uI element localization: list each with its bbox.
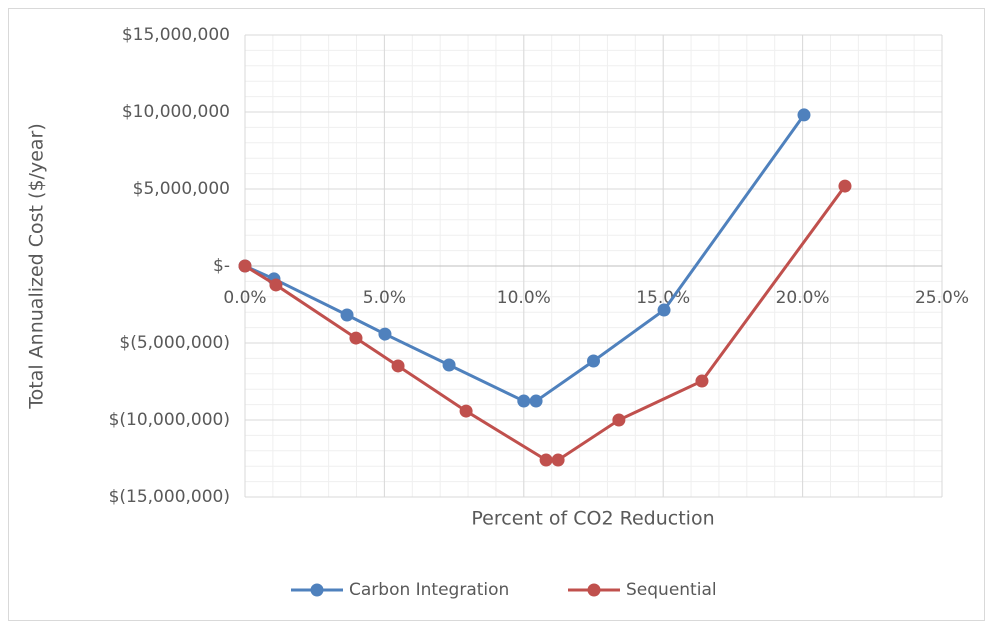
y-tick-label: $5,000,000 (133, 179, 230, 199)
data-point (539, 453, 553, 467)
y-tick-label: $10,000,000 (122, 102, 230, 122)
y-tick-label: $(10,000,000) (109, 410, 230, 430)
data-point (349, 331, 363, 345)
data-point (612, 413, 626, 427)
data-point (657, 303, 671, 317)
y-tick-label: $- (213, 256, 230, 276)
x-tick-label: 25.0% (915, 288, 969, 308)
data-point (517, 394, 531, 408)
x-tick-label: 0.0% (223, 288, 266, 308)
x-axis-title: Percent of CO2 Reduction (471, 508, 714, 530)
y-tick-label: $15,000,000 (122, 25, 230, 45)
y-axis-title: Total Annualized Cost ($/year) (26, 123, 48, 409)
legend-marker (310, 583, 324, 597)
data-point (587, 354, 600, 368)
x-tick-label: 20.0% (776, 288, 830, 308)
data-point (391, 359, 405, 373)
data-point (442, 358, 456, 372)
series-line (244, 114, 806, 403)
y-tick-label: $(15,000,000) (109, 487, 230, 507)
data-point (238, 259, 252, 273)
chart-border (8, 8, 985, 621)
x-tick-label: 10.0% (497, 288, 551, 308)
legend-label: Sequential (626, 580, 717, 600)
legend-marker (587, 583, 601, 597)
data-point (529, 394, 543, 408)
y-tick-label: $(5,000,000) (119, 333, 230, 353)
data-point (269, 278, 283, 292)
data-point (838, 179, 852, 193)
data-point (459, 404, 473, 418)
legend-label: Carbon Integration (349, 580, 509, 600)
data-point (551, 453, 565, 467)
data-point (378, 327, 392, 341)
series-line (244, 185, 847, 462)
data-point (797, 108, 811, 122)
data-point (340, 308, 354, 322)
x-tick-label: 5.0% (363, 288, 406, 308)
data-point (695, 374, 709, 388)
